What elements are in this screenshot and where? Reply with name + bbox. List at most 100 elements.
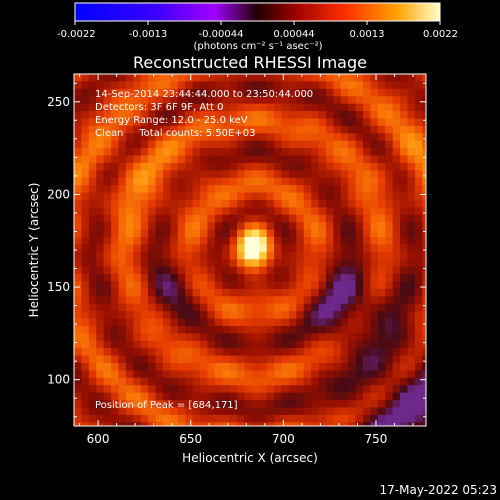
heatmap-cell <box>81 244 90 253</box>
heatmap-cell <box>162 303 171 312</box>
heatmap-cell <box>400 96 409 105</box>
heatmap-cell <box>162 414 171 423</box>
heatmap-cell <box>140 303 149 312</box>
heatmap-cell <box>118 266 127 275</box>
heatmap-cell <box>111 340 120 349</box>
heatmap-cell <box>170 259 179 268</box>
heatmap-cell <box>363 88 372 97</box>
heatmap-cell <box>207 222 216 231</box>
heatmap-cell <box>237 355 246 364</box>
heatmap-cell <box>125 281 134 290</box>
heatmap-cell <box>266 244 275 253</box>
heatmap-cell <box>199 318 208 327</box>
heatmap-cell <box>333 296 342 305</box>
heatmap-cell <box>88 111 97 120</box>
heatmap-cell <box>237 185 246 194</box>
heatmap-cell <box>251 392 260 401</box>
heatmap-cell <box>266 407 275 416</box>
heatmap-cell <box>162 155 171 164</box>
heatmap-cell <box>162 370 171 379</box>
heatmap-cell <box>296 288 305 297</box>
heatmap-cell <box>325 222 334 231</box>
heatmap-cell <box>148 237 157 246</box>
heatmap-cell <box>170 96 179 105</box>
heatmap-cell <box>422 340 426 349</box>
heatmap-cell <box>192 74 201 83</box>
heatmap-cell <box>296 103 305 112</box>
heatmap-cell <box>414 370 423 379</box>
heatmap-cell <box>214 133 223 142</box>
heatmap-cell <box>348 251 357 260</box>
heatmap-cell <box>199 222 208 231</box>
heatmap-cell <box>303 162 312 171</box>
heatmap-cell <box>333 400 342 409</box>
heatmap-cell <box>111 259 120 268</box>
heatmap-cell <box>296 177 305 186</box>
heatmap-cell <box>400 74 409 83</box>
heatmap-cell <box>422 244 426 253</box>
heatmap-cell <box>207 74 216 83</box>
heatmap-cell <box>400 363 409 372</box>
heatmap-cell <box>414 125 423 134</box>
heatmap-cell <box>177 118 186 127</box>
heatmap-cell <box>118 422 127 426</box>
heatmap-cell <box>377 237 386 246</box>
heatmap-cell <box>340 400 349 409</box>
heatmap-cell <box>414 81 423 90</box>
heatmap-cell <box>340 185 349 194</box>
heatmap-cell <box>370 81 379 90</box>
heatmap-cell <box>288 259 297 268</box>
heatmap-cell <box>311 229 320 238</box>
heatmap-cell <box>88 325 97 334</box>
heatmap-cell <box>162 363 171 372</box>
heatmap-cell <box>407 140 416 149</box>
heatmap-cell <box>348 125 357 134</box>
heatmap-cell <box>259 185 268 194</box>
heatmap-cell <box>155 363 164 372</box>
heatmap-cell <box>281 340 290 349</box>
heatmap-cell <box>274 81 283 90</box>
heatmap-cell <box>222 288 231 297</box>
heatmap-cell <box>170 177 179 186</box>
heatmap-cell <box>170 88 179 97</box>
heatmap-cell <box>296 414 305 423</box>
heatmap-cell <box>422 162 426 171</box>
heatmap-cell <box>274 103 283 112</box>
heatmap-cell <box>414 162 423 171</box>
heatmap-cell <box>303 311 312 320</box>
heatmap-cell <box>340 133 349 142</box>
heatmap-cell <box>340 111 349 120</box>
heatmap-cell <box>348 318 357 327</box>
heatmap-cell <box>318 125 327 134</box>
heatmap-cell <box>266 348 275 357</box>
heatmap-cell <box>185 385 194 394</box>
heatmap-cell <box>303 400 312 409</box>
heatmap-cell <box>192 377 201 386</box>
heatmap-cell <box>296 125 305 134</box>
heatmap-cell <box>111 296 120 305</box>
heatmap-cell <box>162 133 171 142</box>
heatmap-cell <box>325 400 334 409</box>
heatmap-cell <box>266 237 275 246</box>
heatmap-cell <box>177 281 186 290</box>
heatmap-cell <box>288 148 297 157</box>
heatmap-cell <box>355 414 364 423</box>
heatmap-cell <box>414 288 423 297</box>
heatmap-cell <box>311 392 320 401</box>
heatmap-cell <box>192 259 201 268</box>
heatmap-cell <box>377 207 386 216</box>
heatmap-cell <box>155 162 164 171</box>
heatmap-cell <box>370 266 379 275</box>
heatmap-cell <box>96 103 105 112</box>
heatmap-cell <box>170 103 179 112</box>
heatmap-cell <box>177 392 186 401</box>
heatmap-cell <box>363 407 372 416</box>
heatmap-cell <box>318 207 327 216</box>
heatmap-cell <box>318 333 327 342</box>
colorbar-tick-label: 0.0022 <box>423 29 458 40</box>
heatmap-cell <box>118 392 127 401</box>
heatmap-cell <box>148 333 157 342</box>
heatmap-cell <box>207 348 216 357</box>
heatmap-cell <box>325 81 334 90</box>
heatmap-cell <box>303 155 312 164</box>
